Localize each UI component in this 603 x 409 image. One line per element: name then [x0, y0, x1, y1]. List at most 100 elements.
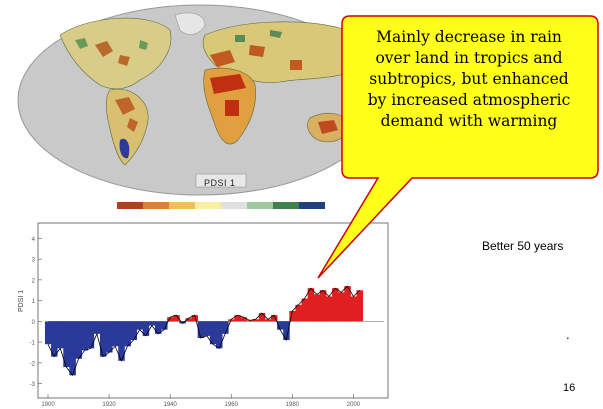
- pdsi-bar: [356, 290, 364, 322]
- x-axis-ticks: 1900 1920 1940 1960 1980 2000: [41, 394, 361, 408]
- callout-line-3: subtropics, but enhanced: [369, 70, 569, 88]
- pdsi-bar: [93, 321, 101, 334]
- colorbar-swatch: [143, 202, 169, 209]
- y-tick-label: 3: [32, 258, 36, 264]
- pdsi-bar: [332, 288, 339, 322]
- x-tick-label: 1940: [164, 402, 178, 408]
- pdsi-bar: [313, 294, 321, 322]
- pdsi-bar: [124, 321, 131, 347]
- y-tick-label: 1: [32, 299, 36, 305]
- pdsi-bar: [69, 321, 76, 376]
- page-number: 16: [563, 382, 576, 394]
- pdsi-bar: [264, 319, 272, 322]
- pdsi-bar: [44, 321, 52, 345]
- pdsi-bar: [173, 315, 180, 322]
- pdsi-bar: [142, 321, 150, 336]
- south-america-wet-patch: [119, 138, 130, 159]
- y-tick-label: -3: [30, 382, 36, 388]
- pdsi-bar: [209, 321, 217, 345]
- pdsi-bar: [136, 321, 144, 330]
- pdsi-bar: [130, 321, 137, 341]
- x-tick-label: 2000: [347, 402, 361, 408]
- x-tick-label: 1920: [102, 402, 116, 408]
- pdsi-bar: [252, 319, 260, 322]
- pdsi-time-series-chart: 4 3 2 1 0 -1 -2 -3 1900 1920 1940 1960 1980 2000: [30, 222, 389, 408]
- dot-mark: .: [566, 327, 570, 342]
- x-tick-label: 1900: [41, 402, 55, 408]
- pdsi-bar: [51, 321, 58, 357]
- south-america-dry-patches: [115, 97, 138, 132]
- pdsi-bar: [191, 315, 199, 322]
- y-tick-label: 4: [32, 237, 36, 243]
- pdsi-bar: [319, 290, 327, 322]
- callout-line-1: Mainly decrease in rain: [376, 28, 562, 46]
- pdsi-bar: [301, 298, 309, 322]
- colorbar-swatch: [299, 202, 325, 209]
- colorbar-swatch: [273, 202, 299, 209]
- y-axis-ticks: 4 3 2 1 0 -1 -2 -3: [30, 237, 42, 388]
- map-label: PDSI 1: [204, 178, 236, 188]
- pdsi-bar: [112, 321, 119, 347]
- colorbar-swatch: [247, 202, 273, 209]
- callout-shape: [317, 15, 599, 279]
- pdsi-bar: [81, 321, 89, 351]
- map-label-box: [195, 173, 247, 188]
- greenland-shape: [174, 12, 206, 35]
- world-pdsi-map: [17, 4, 383, 196]
- pdsi-bar: [161, 321, 168, 330]
- pdsi-bar: [344, 286, 351, 322]
- pdsi-bar: [240, 317, 247, 322]
- pdsi-bar: [283, 321, 290, 341]
- y-tick-label: 2: [32, 278, 36, 284]
- australia-dry-patch: [318, 120, 338, 134]
- eurasia-dry-patches: [210, 45, 302, 70]
- pdsi-bar: [277, 321, 284, 330]
- y-tick-label: 0: [32, 320, 36, 326]
- eurasia-wet-patches: [235, 30, 282, 42]
- y-tick-label: -2: [30, 361, 36, 367]
- pdsi-bar: [179, 321, 186, 324]
- colorbar-swatch: [117, 202, 143, 209]
- pdsi-bar: [106, 321, 113, 353]
- pdsi-bar: [216, 321, 223, 349]
- y-tick-label: -1: [30, 341, 36, 347]
- callout-line-2: over land in tropics and: [375, 49, 563, 67]
- pdsi-bar: [222, 321, 229, 334]
- pdsi-bar: [295, 304, 302, 322]
- north-america-wet-patches: [75, 38, 148, 50]
- pdsi-bar: [338, 292, 345, 322]
- chart-ylabel: PDSI 1: [18, 289, 25, 312]
- pdsi-bar: [289, 311, 296, 322]
- pdsi-bar: [185, 318, 192, 322]
- x-tick-label: 1980: [286, 402, 300, 408]
- callout-line-4: by increased atmospheric: [367, 91, 571, 109]
- pdsi-bar: [203, 321, 211, 336]
- pdsi-bar: [228, 319, 235, 322]
- callout-bubble: [317, 15, 599, 279]
- colorbar-swatch: [195, 202, 221, 209]
- north-america-dry-patches: [95, 41, 130, 66]
- pdsi-bar: [75, 321, 82, 359]
- callout-line-5: demand with warming: [380, 112, 558, 130]
- pdsi-bar: [307, 288, 315, 322]
- colorbar-swatch: [169, 202, 195, 209]
- pdsi-bar: [167, 317, 174, 322]
- pdsi-bar: [154, 321, 162, 334]
- pdsi-series-line: [47, 285, 360, 377]
- pdsi-bar: [325, 296, 333, 322]
- side-note: Better 50 years: [482, 239, 564, 253]
- pdsi-bar: [234, 315, 241, 322]
- pdsi-bar: [118, 321, 125, 361]
- pdsi-bar: [87, 321, 95, 349]
- pdsi-bar: [148, 321, 156, 326]
- pdsi-bar: [270, 315, 278, 322]
- callout-text: Mainly decrease in rain over land in tro…: [338, 27, 600, 132]
- pdsi-bar: [57, 321, 64, 349]
- pdsi-bar: [63, 321, 70, 368]
- pdsi-bar: [99, 321, 107, 357]
- pdsi-bar: [197, 321, 205, 338]
- north-america-shape: [59, 17, 172, 90]
- pdsi-bar: [350, 296, 357, 322]
- x-tick-label: 1960: [225, 402, 239, 408]
